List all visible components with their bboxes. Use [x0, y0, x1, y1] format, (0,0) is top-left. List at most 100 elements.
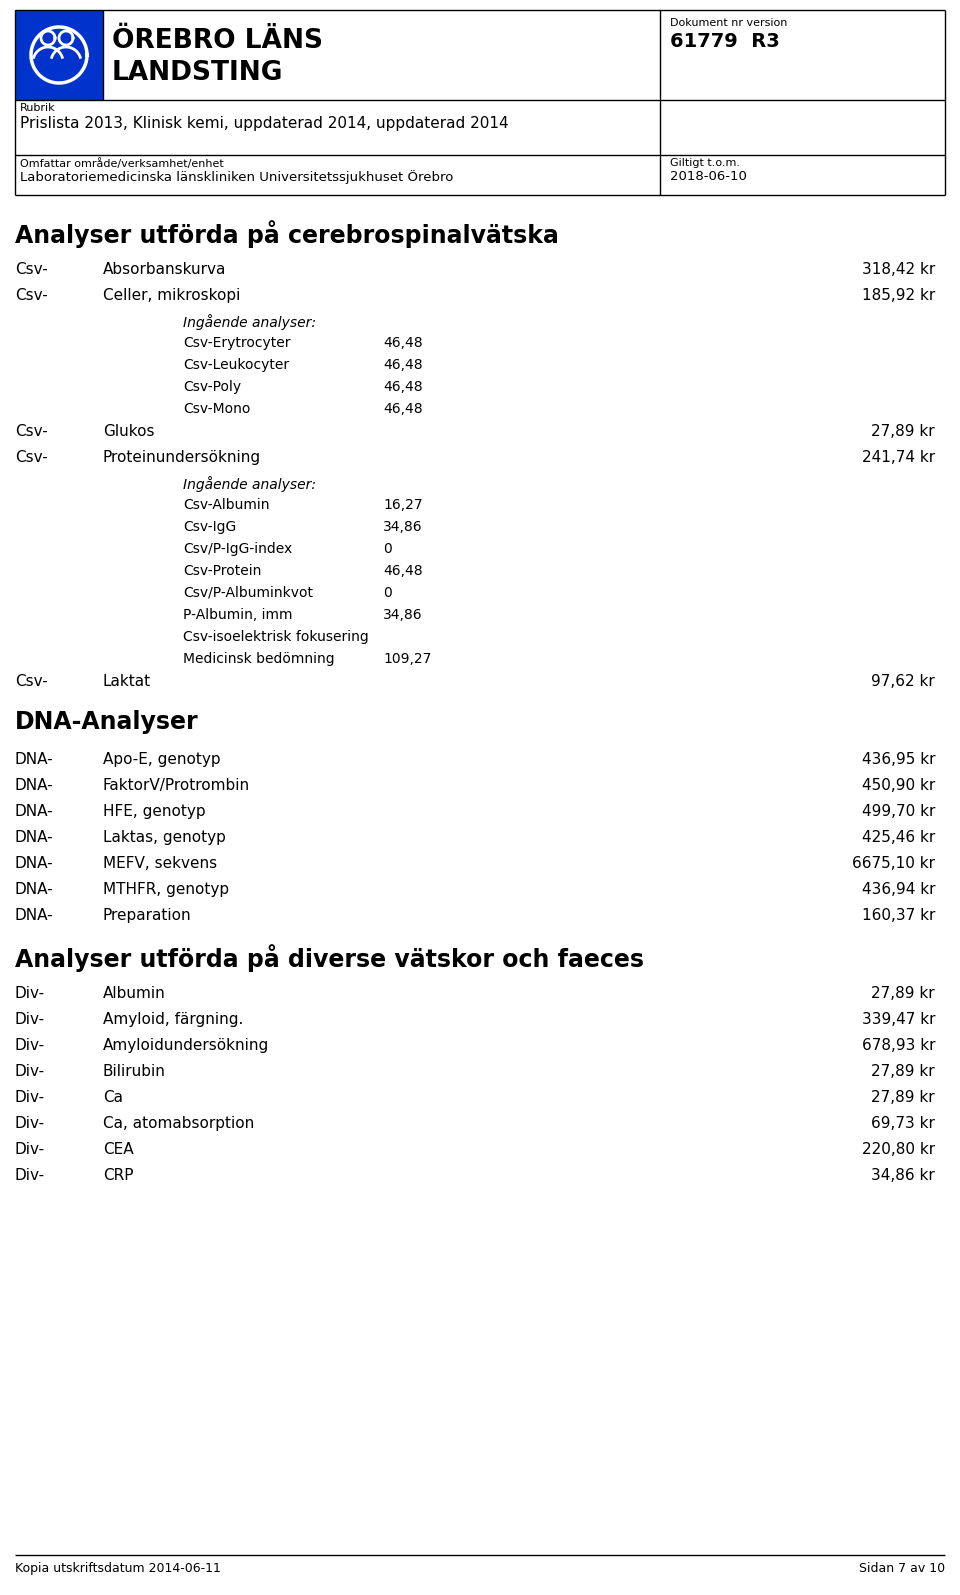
Text: Ingående analyser:: Ingående analyser: — [183, 314, 316, 330]
Text: Csv-Poly: Csv-Poly — [183, 380, 241, 394]
Text: Csv-Mono: Csv-Mono — [183, 402, 251, 416]
Text: CRP: CRP — [103, 1168, 133, 1183]
Text: 318,42 kr: 318,42 kr — [862, 262, 935, 278]
Text: Csv-Leukocyter: Csv-Leukocyter — [183, 357, 289, 372]
Text: Csv-: Csv- — [15, 450, 48, 466]
Text: DNA-: DNA- — [15, 857, 54, 871]
Text: Div-: Div- — [15, 1142, 45, 1156]
Text: 450,90 kr: 450,90 kr — [862, 778, 935, 793]
Text: 436,94 kr: 436,94 kr — [861, 882, 935, 896]
Text: 499,70 kr: 499,70 kr — [862, 804, 935, 818]
Text: 339,47 kr: 339,47 kr — [861, 1011, 935, 1027]
Text: 6675,10 kr: 6675,10 kr — [852, 857, 935, 871]
Text: Bilirubin: Bilirubin — [103, 1064, 166, 1078]
Text: 0: 0 — [383, 585, 392, 600]
Text: Csv-: Csv- — [15, 675, 48, 689]
Text: Csv-: Csv- — [15, 262, 48, 278]
Text: MTHFR, genotyp: MTHFR, genotyp — [103, 882, 229, 896]
Text: Csv-: Csv- — [15, 424, 48, 439]
Text: 46,48: 46,48 — [383, 337, 422, 349]
Text: 16,27: 16,27 — [383, 498, 422, 512]
Text: Csv-Erytrocyter: Csv-Erytrocyter — [183, 337, 291, 349]
Text: Omfattar område/verksamhet/enhet: Omfattar område/verksamhet/enhet — [20, 158, 224, 169]
Text: Ingående analyser:: Ingående analyser: — [183, 475, 316, 491]
Text: ÖREBRO LÄNS: ÖREBRO LÄNS — [112, 29, 323, 54]
Text: 27,89 kr: 27,89 kr — [872, 986, 935, 1002]
Text: Div-: Div- — [15, 1168, 45, 1183]
Text: Csv/P-IgG-index: Csv/P-IgG-index — [183, 542, 292, 557]
Text: 27,89 kr: 27,89 kr — [872, 1089, 935, 1105]
Text: DNA-: DNA- — [15, 882, 54, 896]
Text: Csv-: Csv- — [15, 289, 48, 303]
Text: 34,86 kr: 34,86 kr — [872, 1168, 935, 1183]
Text: 678,93 kr: 678,93 kr — [861, 1038, 935, 1053]
Text: 46,48: 46,48 — [383, 565, 422, 577]
Text: Ca, atomabsorption: Ca, atomabsorption — [103, 1116, 254, 1131]
Text: DNA-: DNA- — [15, 778, 54, 793]
Text: DNA-: DNA- — [15, 751, 54, 767]
Text: Amyloid, färgning.: Amyloid, färgning. — [103, 1011, 244, 1027]
Text: 2018-06-10: 2018-06-10 — [670, 171, 747, 183]
Text: Analyser utförda på diverse vätskor och faeces: Analyser utförda på diverse vätskor och … — [15, 944, 644, 971]
Text: 425,46 kr: 425,46 kr — [862, 829, 935, 845]
Text: Medicinsk bedömning: Medicinsk bedömning — [183, 652, 335, 667]
Text: 69,73 kr: 69,73 kr — [871, 1116, 935, 1131]
Text: Div-: Div- — [15, 1064, 45, 1078]
Text: 27,89 kr: 27,89 kr — [872, 424, 935, 439]
Text: LANDSTING: LANDSTING — [112, 61, 283, 86]
Text: Preparation: Preparation — [103, 908, 192, 924]
Text: 46,48: 46,48 — [383, 402, 422, 416]
Text: 61779  R3: 61779 R3 — [670, 32, 780, 51]
Text: Amyloidundersökning: Amyloidundersökning — [103, 1038, 269, 1053]
Text: Csv-IgG: Csv-IgG — [183, 520, 236, 534]
Text: Csv/P-Albuminkvot: Csv/P-Albuminkvot — [183, 585, 313, 600]
Text: P-Albumin, imm: P-Albumin, imm — [183, 608, 293, 622]
Text: Laktas, genotyp: Laktas, genotyp — [103, 829, 226, 845]
Text: Celler, mikroskopi: Celler, mikroskopi — [103, 289, 240, 303]
Text: 0: 0 — [383, 542, 392, 557]
Text: CEA: CEA — [103, 1142, 133, 1156]
Text: 34,86: 34,86 — [383, 520, 422, 534]
Text: Csv-Albumin: Csv-Albumin — [183, 498, 270, 512]
Text: Div-: Div- — [15, 1089, 45, 1105]
Text: 160,37 kr: 160,37 kr — [862, 908, 935, 924]
Text: Laktat: Laktat — [103, 675, 151, 689]
Text: DNA-: DNA- — [15, 829, 54, 845]
Text: Sidan 7 av 10: Sidan 7 av 10 — [859, 1562, 945, 1574]
Text: 34,86: 34,86 — [383, 608, 422, 622]
Text: 241,74 kr: 241,74 kr — [862, 450, 935, 466]
Text: MEFV, sekvens: MEFV, sekvens — [103, 857, 217, 871]
Text: Div-: Div- — [15, 1011, 45, 1027]
Text: HFE, genotyp: HFE, genotyp — [103, 804, 205, 818]
Text: Absorbanskurva: Absorbanskurva — [103, 262, 227, 278]
Text: Dokument nr version: Dokument nr version — [670, 18, 787, 29]
Text: 27,89 kr: 27,89 kr — [872, 1064, 935, 1078]
Text: Rubrik: Rubrik — [20, 104, 56, 113]
Text: Ca: Ca — [103, 1089, 123, 1105]
Text: Apo-E, genotyp: Apo-E, genotyp — [103, 751, 221, 767]
Text: Div-: Div- — [15, 1038, 45, 1053]
Text: Glukos: Glukos — [103, 424, 155, 439]
Text: Div-: Div- — [15, 986, 45, 1002]
Text: 220,80 kr: 220,80 kr — [862, 1142, 935, 1156]
Text: DNA-Analyser: DNA-Analyser — [15, 710, 199, 734]
Text: DNA-: DNA- — [15, 908, 54, 924]
Text: Div-: Div- — [15, 1116, 45, 1131]
Text: Csv-isoelektrisk fokusering: Csv-isoelektrisk fokusering — [183, 630, 369, 644]
Text: Prislista 2013, Klinisk kemi, uppdaterad 2014, uppdaterad 2014: Prislista 2013, Klinisk kemi, uppdaterad… — [20, 116, 509, 131]
Text: Kopia utskriftsdatum 2014-06-11: Kopia utskriftsdatum 2014-06-11 — [15, 1562, 221, 1574]
Text: DNA-: DNA- — [15, 804, 54, 818]
Text: 185,92 kr: 185,92 kr — [862, 289, 935, 303]
Text: FaktorV/Protrombin: FaktorV/Protrombin — [103, 778, 251, 793]
Text: 109,27: 109,27 — [383, 652, 431, 667]
Text: 46,48: 46,48 — [383, 357, 422, 372]
Text: Giltigt t.o.m.: Giltigt t.o.m. — [670, 158, 740, 167]
Text: Laboratoriemedicinska länskliniken Universitetssjukhuset Örebro: Laboratoriemedicinska länskliniken Unive… — [20, 171, 453, 183]
Text: 97,62 kr: 97,62 kr — [872, 675, 935, 689]
Bar — [15, 10, 103, 100]
Text: 46,48: 46,48 — [383, 380, 422, 394]
Text: Proteinundersökning: Proteinundersökning — [103, 450, 261, 466]
Text: 436,95 kr: 436,95 kr — [861, 751, 935, 767]
Text: Csv-Protein: Csv-Protein — [183, 565, 261, 577]
Text: Albumin: Albumin — [103, 986, 166, 1002]
